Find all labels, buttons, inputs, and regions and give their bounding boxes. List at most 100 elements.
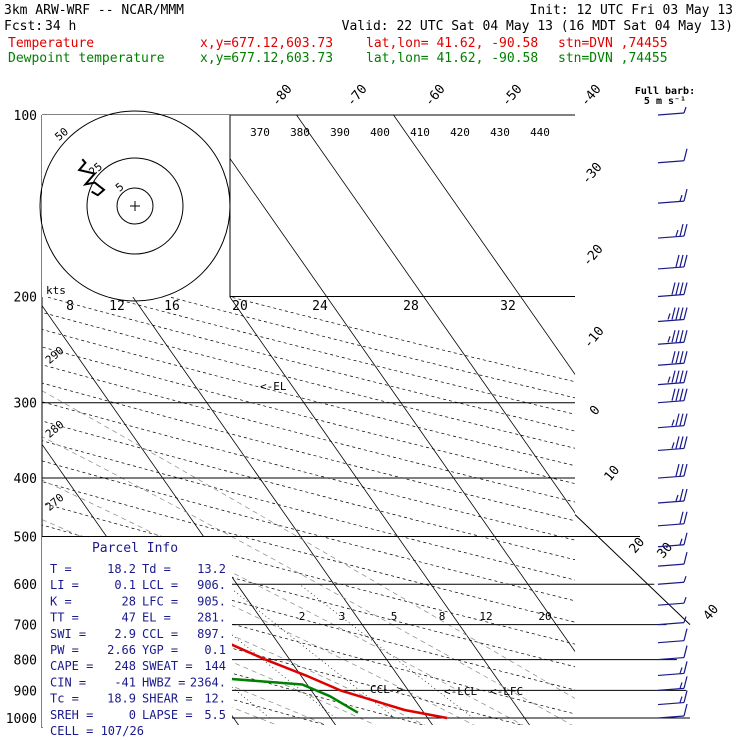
isotherm-label: -10	[581, 324, 608, 352]
pressure-label-400: 400	[14, 472, 37, 487]
barb-shaft	[657, 701, 685, 706]
barb-full	[671, 307, 676, 320]
barb-full	[675, 463, 680, 477]
hodograph-ring	[39, 110, 231, 302]
dry-adiabat	[42, 262, 575, 399]
parcel-key: LFC =	[142, 594, 178, 608]
barb-half	[683, 596, 687, 604]
barb-half	[667, 336, 671, 343]
barb-full	[675, 436, 680, 449]
isotherm-line	[393, 115, 575, 375]
full-barb-key: Full barb:	[635, 86, 695, 97]
wind-barb-180	[657, 254, 688, 270]
temperature-line	[42, 560, 448, 720]
parcel-info-box: Parcel Info T = 18.2 Td = 13.2 LI = 0.1 LCL = 90…	[42, 537, 232, 738]
wind-barb-1000	[657, 703, 688, 719]
parcel-key: LCL =	[142, 578, 178, 592]
theta-label: 440	[530, 126, 550, 139]
temperature-station: stn=DVN ,74455	[558, 36, 668, 51]
barb-full	[679, 436, 684, 449]
wind-barb-400	[657, 463, 688, 479]
parcel-value: 2.9	[114, 627, 136, 641]
dry-adiabat	[42, 570, 575, 715]
mixing-ratio-line	[169, 583, 336, 719]
isotherm-line	[42, 305, 336, 725]
barb-full	[671, 330, 676, 343]
parcel-cell: CELL = 107/26	[50, 724, 144, 738]
barb-full	[683, 223, 688, 237]
barb-shaft	[657, 672, 685, 677]
barb-shaft	[657, 500, 685, 504]
left-theta-label: 270	[43, 491, 67, 514]
parcel-value: 897.	[197, 627, 226, 641]
pressure-label-100: 100	[14, 109, 37, 124]
barb-shaft	[657, 382, 685, 386]
theta-label: 420	[450, 126, 470, 139]
isotherm-label: -30	[579, 160, 606, 188]
parcel-key: SHEAR =	[142, 692, 193, 706]
barb-half	[675, 494, 679, 502]
isotherm-label: 20	[627, 535, 649, 557]
barb-half	[679, 682, 683, 689]
dry-adiabat	[42, 502, 575, 645]
moist-adiabat	[42, 390, 575, 699]
wind-barb-480	[657, 511, 688, 527]
barb-half	[671, 442, 675, 449]
barb-full	[683, 552, 688, 565]
barb-shaft	[657, 112, 685, 116]
barb-full	[683, 436, 688, 449]
theta-label: 390	[330, 126, 350, 139]
barb-full	[675, 351, 680, 364]
parcel-value: 905.	[197, 594, 226, 608]
pressure-label-800: 800	[14, 654, 37, 669]
parcel-value: 144	[204, 659, 226, 673]
barb-full	[675, 370, 680, 383]
parcel-key: YGP =	[142, 643, 178, 657]
parcel-box-background	[42, 537, 232, 727]
barb-full	[679, 351, 684, 364]
parcel-key: HWBZ =	[142, 675, 185, 689]
parcel-key: SWI =	[50, 627, 86, 641]
barb-shaft	[657, 523, 685, 527]
hodograph-ring	[116, 187, 154, 225]
barb-half	[679, 538, 683, 545]
forecast-label: Fcst:	[4, 19, 43, 34]
barb-shaft	[657, 475, 685, 479]
wind-barb-520	[657, 532, 688, 548]
isotherm-label: -70	[344, 82, 371, 110]
parcel-value: 248	[114, 659, 136, 673]
barb-full	[683, 690, 688, 703]
temperature-legend: Temperature	[8, 36, 94, 51]
hodograph-speed-label: 12	[109, 299, 125, 314]
parcel-value: 281.	[197, 611, 226, 625]
wind-barb-100	[657, 106, 687, 116]
barb-shaft	[657, 266, 685, 270]
barb-full	[683, 645, 688, 658]
barb-shaft	[657, 362, 685, 366]
wind-barb-950	[657, 690, 688, 706]
wind-barb-140	[657, 188, 688, 204]
parcel-key: TT =	[50, 611, 79, 625]
isotherm-label: 10	[602, 463, 624, 485]
dry-adiabat	[42, 460, 575, 602]
barb-full	[683, 628, 688, 641]
wind-barb-650	[657, 596, 687, 606]
mixing-ratio-label: 20	[538, 610, 551, 623]
parcel-key: Tc =	[50, 692, 79, 706]
barb-full	[683, 388, 688, 401]
barb-full	[683, 330, 688, 343]
wind-barb-260	[657, 351, 688, 366]
left-theta-label: 290	[43, 344, 67, 367]
barb-shaft	[657, 400, 685, 404]
isotherm-label: 40	[701, 602, 723, 624]
barb-half	[667, 376, 671, 383]
valid-time: Valid: 22 UTC Sat 04 May 13 (16 MDT Sat …	[342, 19, 733, 34]
barb-full	[679, 254, 684, 268]
isotherm-label: -20	[580, 242, 607, 270]
barb-shaft	[657, 200, 685, 204]
isotherm-label: -50	[499, 82, 526, 110]
wind-barb-800	[657, 645, 688, 661]
barb-full	[675, 282, 680, 295]
mixing-ratio-label: 5	[391, 610, 398, 623]
